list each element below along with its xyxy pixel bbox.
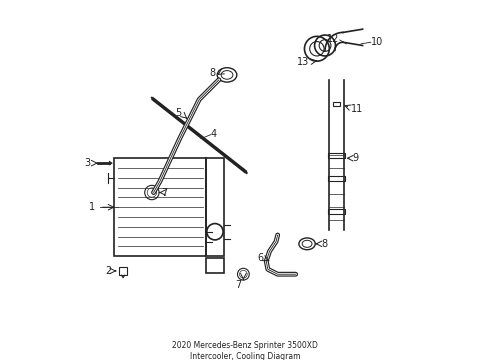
Text: 8: 8	[322, 239, 328, 249]
Text: 13: 13	[296, 57, 309, 67]
Text: 7: 7	[235, 280, 242, 290]
Text: 8: 8	[209, 68, 216, 78]
Text: 2020 Mercedes-Benz Sprinter 3500XD
Intercooler, Cooling Diagram: 2020 Mercedes-Benz Sprinter 3500XD Inter…	[172, 341, 318, 360]
Bar	[119, 267, 127, 275]
Bar	[328, 153, 344, 158]
Text: 12: 12	[327, 34, 340, 44]
Text: 6: 6	[258, 253, 264, 263]
Text: 10: 10	[371, 37, 383, 47]
Text: 11: 11	[351, 104, 364, 113]
Text: 9: 9	[353, 153, 359, 163]
Bar	[333, 102, 341, 106]
Bar	[206, 158, 224, 256]
Text: 3: 3	[85, 158, 91, 168]
Text: 1: 1	[89, 202, 95, 212]
Bar	[328, 176, 344, 181]
Text: 4: 4	[211, 129, 217, 139]
Bar	[206, 258, 224, 273]
Text: 5: 5	[175, 108, 181, 118]
Text: 7: 7	[162, 188, 168, 198]
Text: 2: 2	[105, 266, 111, 276]
Bar	[328, 209, 344, 214]
Bar	[114, 158, 206, 256]
